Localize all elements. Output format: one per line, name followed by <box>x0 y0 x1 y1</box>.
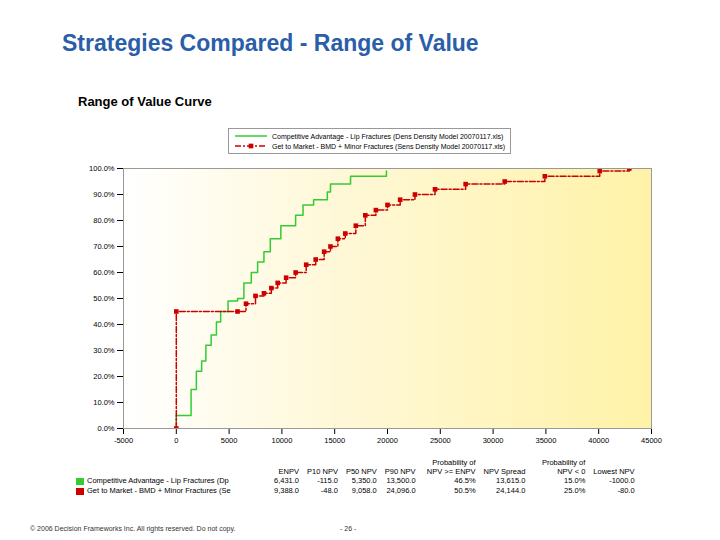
svg-text:30000: 30000 <box>483 436 504 445</box>
html-text:25.0%: 25.0% <box>564 486 586 495</box>
svg-text:5000: 5000 <box>221 436 238 445</box>
svg-text:40000: 40000 <box>588 436 609 445</box>
html-text:P50 NPV: P50 NPV <box>345 467 377 476</box>
svg-text:0: 0 <box>174 436 178 445</box>
html-text:Probability of NPV >= ENPV: Probability of NPV >= ENPV <box>426 458 476 476</box>
html-text:P10 NPV: P10 NPV <box>307 467 338 476</box>
svg-text:80.0%: 80.0% <box>93 216 115 225</box>
html-text:15.0%: 15.0% <box>564 476 586 485</box>
svg-text:-5000: -5000 <box>114 436 133 445</box>
svg-text:60.0%: 60.0% <box>93 268 115 277</box>
html-text:5,350.0: 5,350.0 <box>351 476 377 485</box>
svg-text:10.0%: 10.0% <box>93 398 115 407</box>
html-text:Competitive Advantage - Lip Fr: Competitive Advantage - Lip Fractures (D… <box>87 476 229 485</box>
html-text:13,615.0: 13,615.0 <box>496 476 526 485</box>
html-text:© 2006 Decision Frameworks Inc: © 2006 Decision Frameworks Inc. All righ… <box>30 525 236 532</box>
html-text:Probability of NPV < 0: Probability of NPV < 0 <box>542 458 586 476</box>
svg-text:35000: 35000 <box>535 436 556 445</box>
svg-text:45000: 45000 <box>641 436 662 445</box>
html-text:46.5%: 46.5% <box>454 476 476 485</box>
html-text:Range of Value Curve: Range of Value Curve <box>78 94 212 109</box>
html-text:Get to Market - BMD + Minor Fr: Get to Market - BMD + Minor Fractures (S… <box>272 142 506 150</box>
html-text:Competitive Advantage - Lip Fr: Competitive Advantage - Lip Fractures (D… <box>272 132 504 140</box>
html-text:24,144.0: 24,144.0 <box>496 486 526 495</box>
svg-text:90.0%: 90.0% <box>93 190 115 199</box>
html-text:-80.0: -80.0 <box>617 486 635 495</box>
html-text:-1000.0: -1000.0 <box>609 476 635 485</box>
svg-text:10000: 10000 <box>271 436 292 445</box>
html-text:6,431.0: 6,431.0 <box>274 476 299 485</box>
svg-text:25000: 25000 <box>430 436 451 445</box>
svg-text:70.0%: 70.0% <box>93 242 115 251</box>
svg-text:20.0%: 20.0% <box>93 372 115 381</box>
svg-text:100.0%: 100.0% <box>89 164 115 173</box>
svg-text:50.0%: 50.0% <box>93 294 115 303</box>
svg-text:0.0%: 0.0% <box>97 424 114 433</box>
html-text:13,500.0: 13,500.0 <box>386 476 416 485</box>
html-text:24,096.0: 24,096.0 <box>386 486 416 495</box>
svg-text:40.0%: 40.0% <box>93 320 115 329</box>
html-text:9,388.0: 9,388.0 <box>274 486 299 495</box>
html-text:-48.0: -48.0 <box>320 486 338 495</box>
html-text:50.5%: 50.5% <box>454 486 476 495</box>
html-text:9,058.0: 9,058.0 <box>351 486 377 495</box>
html-text:Get to Market - BMD + Minor Fr: Get to Market - BMD + Minor Fractures (S… <box>87 486 231 495</box>
html-text:- 26 -: - 26 - <box>340 525 357 532</box>
html-text:Strategies Compared - Range of: Strategies Compared - Range of Value <box>62 30 479 56</box>
svg-text:20000: 20000 <box>377 436 398 445</box>
html-text:ENPV: ENPV <box>278 467 299 476</box>
html-text:-115.0: -115.0 <box>317 476 338 485</box>
svg-text:30.0%: 30.0% <box>93 346 115 355</box>
svg-text:15000: 15000 <box>324 436 345 445</box>
html-text:NPV Spread: NPV Spread <box>483 467 526 476</box>
html-text:Lowest NPV: Lowest NPV <box>593 467 635 476</box>
html-text:P90 NPV: P90 NPV <box>384 467 416 476</box>
